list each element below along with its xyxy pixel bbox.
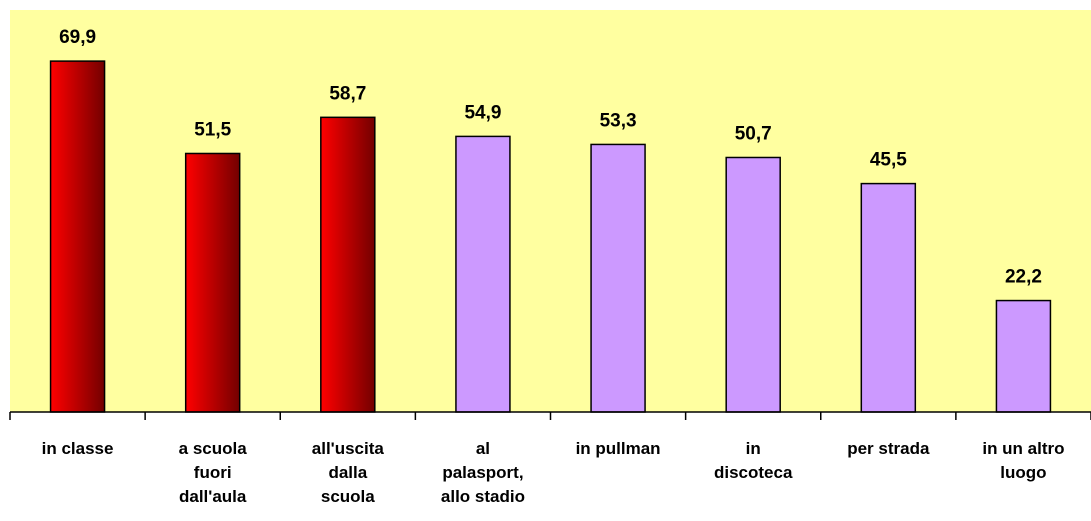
value-label: 69,9 [59, 27, 96, 48]
bar [860, 182, 917, 413]
value-label: 51,5 [194, 119, 231, 140]
bar [725, 156, 781, 413]
value-label: 22,2 [1005, 267, 1042, 288]
value-label: 53,3 [600, 110, 637, 131]
bar [455, 135, 511, 413]
value-label: 45,5 [870, 150, 907, 171]
x-tick-label: in discoteca [713, 439, 793, 482]
x-tick-label: al palasport, allo stadio [440, 439, 525, 506]
plot-area [10, 10, 1091, 412]
bar [320, 116, 376, 413]
value-label: 54,9 [464, 102, 501, 123]
x-tick-label: all'uscita dalla scuola [311, 439, 384, 506]
x-tick-label: in classe [41, 439, 114, 458]
bar [590, 143, 646, 413]
bar [49, 60, 106, 413]
x-tick-label: in pullman [575, 439, 661, 458]
bar [995, 299, 1052, 413]
x-tick-label: per strada [847, 439, 930, 458]
value-label: 50,7 [735, 123, 772, 144]
bar [184, 152, 241, 413]
value-label: 58,7 [329, 83, 366, 104]
x-tick-label: in un altro luogo [982, 439, 1065, 482]
x-tick-label: a scuola fuori dall'aula [178, 439, 247, 506]
